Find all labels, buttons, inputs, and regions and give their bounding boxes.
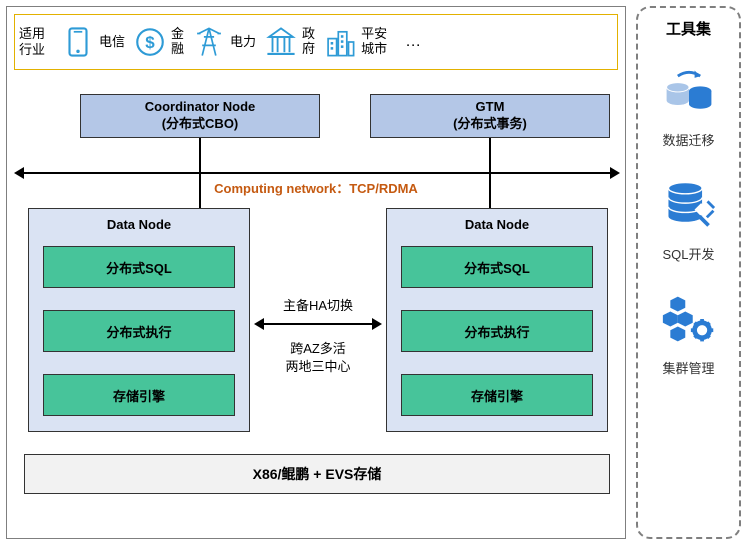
industry-label: 适用行业 [19,26,53,57]
sql-dev-icon [661,177,717,233]
dollar-icon: $ [133,25,167,59]
tool-label: 数据迁移 [638,130,739,149]
ha-arrow-left [254,318,264,330]
ha-top-label: 主备HA切换 [252,295,384,314]
datanode-title: Data Node [43,217,235,232]
industry-text: 电信 [99,35,125,50]
component-exec: 分布式执行 [43,310,235,352]
industry-text: 平安 城市 [361,27,387,57]
industry-item-safecity: 平安 城市 [323,25,387,59]
tower-icon [192,25,226,59]
storage-bar: X86/鲲鹏 + EVS存储 [24,454,610,494]
tool-label: SQL开发 [638,244,739,263]
industry-bar: 适用行业 电信 $ 金 融 电力 政 府 [14,14,618,70]
industry-text: 电力 [230,35,256,50]
component-sql: 分布式SQL [401,246,593,288]
coordinator-title: Coordinator Node [81,99,319,116]
industry-text: 政 府 [302,27,315,57]
cluster-icon [661,291,717,347]
component-storage-engine: 存储引擎 [43,374,235,416]
coordinator-subtitle: (分布式CBO) [81,116,319,133]
city-icon [323,25,357,59]
tool-label: 集群管理 [638,358,739,377]
industry-ellipsis: … [405,33,423,51]
coordinator-node: Coordinator Node (分布式CBO) [80,94,320,138]
data-node-right: Data Node 分布式SQL 分布式执行 存储引擎 [386,208,608,432]
datanode-title: Data Node [401,217,593,232]
svg-text:$: $ [145,33,155,52]
network-label: Computing network：TCP/RDMA [0,178,632,197]
ha-bottom-label: 跨AZ多活两地三中心 [252,340,384,376]
component-storage-engine: 存储引擎 [401,374,593,416]
industry-item-finance: $ 金 融 [133,25,184,59]
toolset-sidebar: 工具集 数据迁移 SQL开发 [636,6,741,539]
industry-item-power: 电力 [192,25,256,59]
tool-sql-dev: SQL开发 [638,177,739,263]
gtm-node: GTM (分布式事务) [370,94,610,138]
gtm-subtitle: (分布式事务) [371,116,609,133]
ha-arrow-line [262,323,374,325]
ha-arrow-right [372,318,382,330]
industry-text: 金 融 [171,27,184,57]
tool-cluster-mgmt: 集群管理 [638,291,739,377]
component-exec: 分布式执行 [401,310,593,352]
industry-item-gov: 政 府 [264,25,315,59]
phone-icon [61,25,95,59]
data-node-left: Data Node 分布式SQL 分布式执行 存储引擎 [28,208,250,432]
gtm-title: GTM [371,99,609,116]
tool-data-migration: 数据迁移 [638,63,739,149]
gov-icon [264,25,298,59]
storage-label: X86/鲲鹏 + EVS存储 [253,464,382,484]
industry-item-telecom: 电信 [61,25,125,59]
sidebar-title: 工具集 [638,18,739,39]
network-bus-line [22,172,612,174]
migrate-icon [661,63,717,119]
component-sql: 分布式SQL [43,246,235,288]
